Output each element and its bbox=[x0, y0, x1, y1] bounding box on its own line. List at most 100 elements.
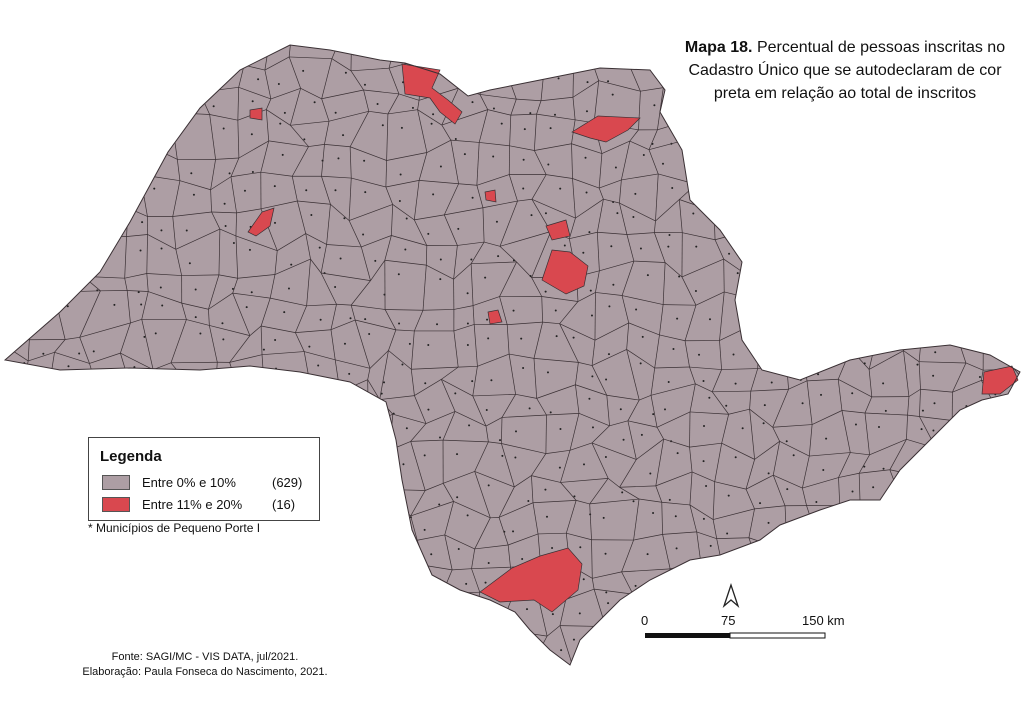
border bbox=[689, 366, 722, 370]
border bbox=[919, 416, 953, 421]
border bbox=[471, 261, 517, 265]
border bbox=[499, 52, 545, 65]
border bbox=[1008, 45, 1016, 66]
border bbox=[210, 189, 212, 213]
border bbox=[236, 208, 262, 214]
border bbox=[218, 274, 238, 279]
seat bbox=[610, 245, 613, 248]
seat bbox=[486, 649, 489, 652]
seat bbox=[512, 530, 515, 533]
border bbox=[121, 45, 126, 64]
border bbox=[479, 94, 489, 110]
border bbox=[605, 626, 634, 629]
border bbox=[992, 122, 1001, 141]
border bbox=[712, 481, 716, 520]
region bbox=[981, 365, 1019, 395]
border bbox=[210, 591, 214, 631]
border bbox=[877, 122, 880, 161]
border bbox=[802, 689, 809, 713]
border bbox=[397, 688, 423, 693]
border bbox=[277, 233, 306, 251]
border bbox=[387, 93, 400, 115]
border bbox=[296, 567, 301, 607]
border bbox=[363, 668, 365, 701]
border bbox=[232, 292, 251, 336]
border bbox=[593, 45, 598, 68]
source: Fonte: SAGI/MC - VIS DATA, jul/2021. Ela… bbox=[70, 650, 340, 680]
scale-segment bbox=[645, 633, 730, 638]
border bbox=[593, 696, 624, 699]
seat bbox=[38, 426, 41, 429]
border bbox=[471, 566, 511, 570]
border bbox=[833, 636, 839, 665]
seat bbox=[362, 233, 365, 236]
seat bbox=[919, 708, 921, 710]
seat bbox=[940, 707, 942, 709]
border bbox=[621, 38, 654, 39]
border bbox=[807, 174, 830, 180]
seat bbox=[377, 468, 380, 471]
border bbox=[93, 214, 100, 236]
border bbox=[260, 325, 263, 355]
border bbox=[932, 620, 937, 655]
seat bbox=[383, 592, 386, 595]
seat bbox=[194, 288, 197, 291]
border bbox=[55, 184, 65, 208]
seat bbox=[767, 472, 770, 475]
border bbox=[409, 653, 461, 659]
border bbox=[364, 661, 392, 665]
border bbox=[802, 680, 849, 689]
border bbox=[812, 560, 842, 564]
border bbox=[624, 699, 627, 715]
border bbox=[514, 687, 515, 710]
seat bbox=[306, 33, 308, 35]
seat bbox=[708, 109, 711, 112]
border bbox=[752, 201, 775, 210]
seat bbox=[188, 262, 191, 265]
border bbox=[920, 499, 926, 537]
seat bbox=[487, 337, 490, 340]
border bbox=[985, 711, 1011, 724]
border bbox=[689, 138, 723, 142]
seat bbox=[662, 162, 665, 165]
border bbox=[889, 155, 908, 181]
border bbox=[772, 710, 809, 713]
legend-title: Legenda bbox=[100, 448, 162, 465]
border bbox=[1000, 116, 1017, 123]
border bbox=[21, 567, 69, 575]
border bbox=[364, 455, 370, 482]
border bbox=[170, 361, 218, 364]
border bbox=[79, 337, 90, 364]
border bbox=[410, 330, 415, 370]
seat bbox=[381, 124, 384, 127]
border bbox=[22, 24, 59, 30]
border bbox=[754, 505, 786, 510]
seat bbox=[109, 576, 112, 579]
seat bbox=[323, 528, 326, 531]
border bbox=[422, 693, 423, 723]
border bbox=[875, 261, 896, 268]
seat bbox=[547, 163, 550, 166]
border bbox=[444, 501, 454, 536]
seat bbox=[832, 652, 835, 655]
seat bbox=[243, 189, 246, 192]
border bbox=[769, 570, 778, 607]
border bbox=[839, 666, 850, 680]
border bbox=[214, 398, 221, 420]
border bbox=[5, 45, 6, 52]
seat bbox=[725, 681, 727, 683]
border bbox=[453, 245, 458, 280]
seat bbox=[934, 275, 937, 278]
seat bbox=[312, 619, 315, 622]
border bbox=[806, 380, 813, 425]
border bbox=[350, 70, 364, 91]
seat bbox=[15, 526, 18, 529]
legend-swatch bbox=[102, 496, 130, 512]
seat bbox=[602, 516, 605, 519]
seat bbox=[75, 130, 78, 133]
border bbox=[919, 694, 927, 713]
border bbox=[953, 693, 960, 714]
border bbox=[508, 174, 518, 202]
border bbox=[230, 157, 240, 177]
border bbox=[5, 94, 27, 100]
